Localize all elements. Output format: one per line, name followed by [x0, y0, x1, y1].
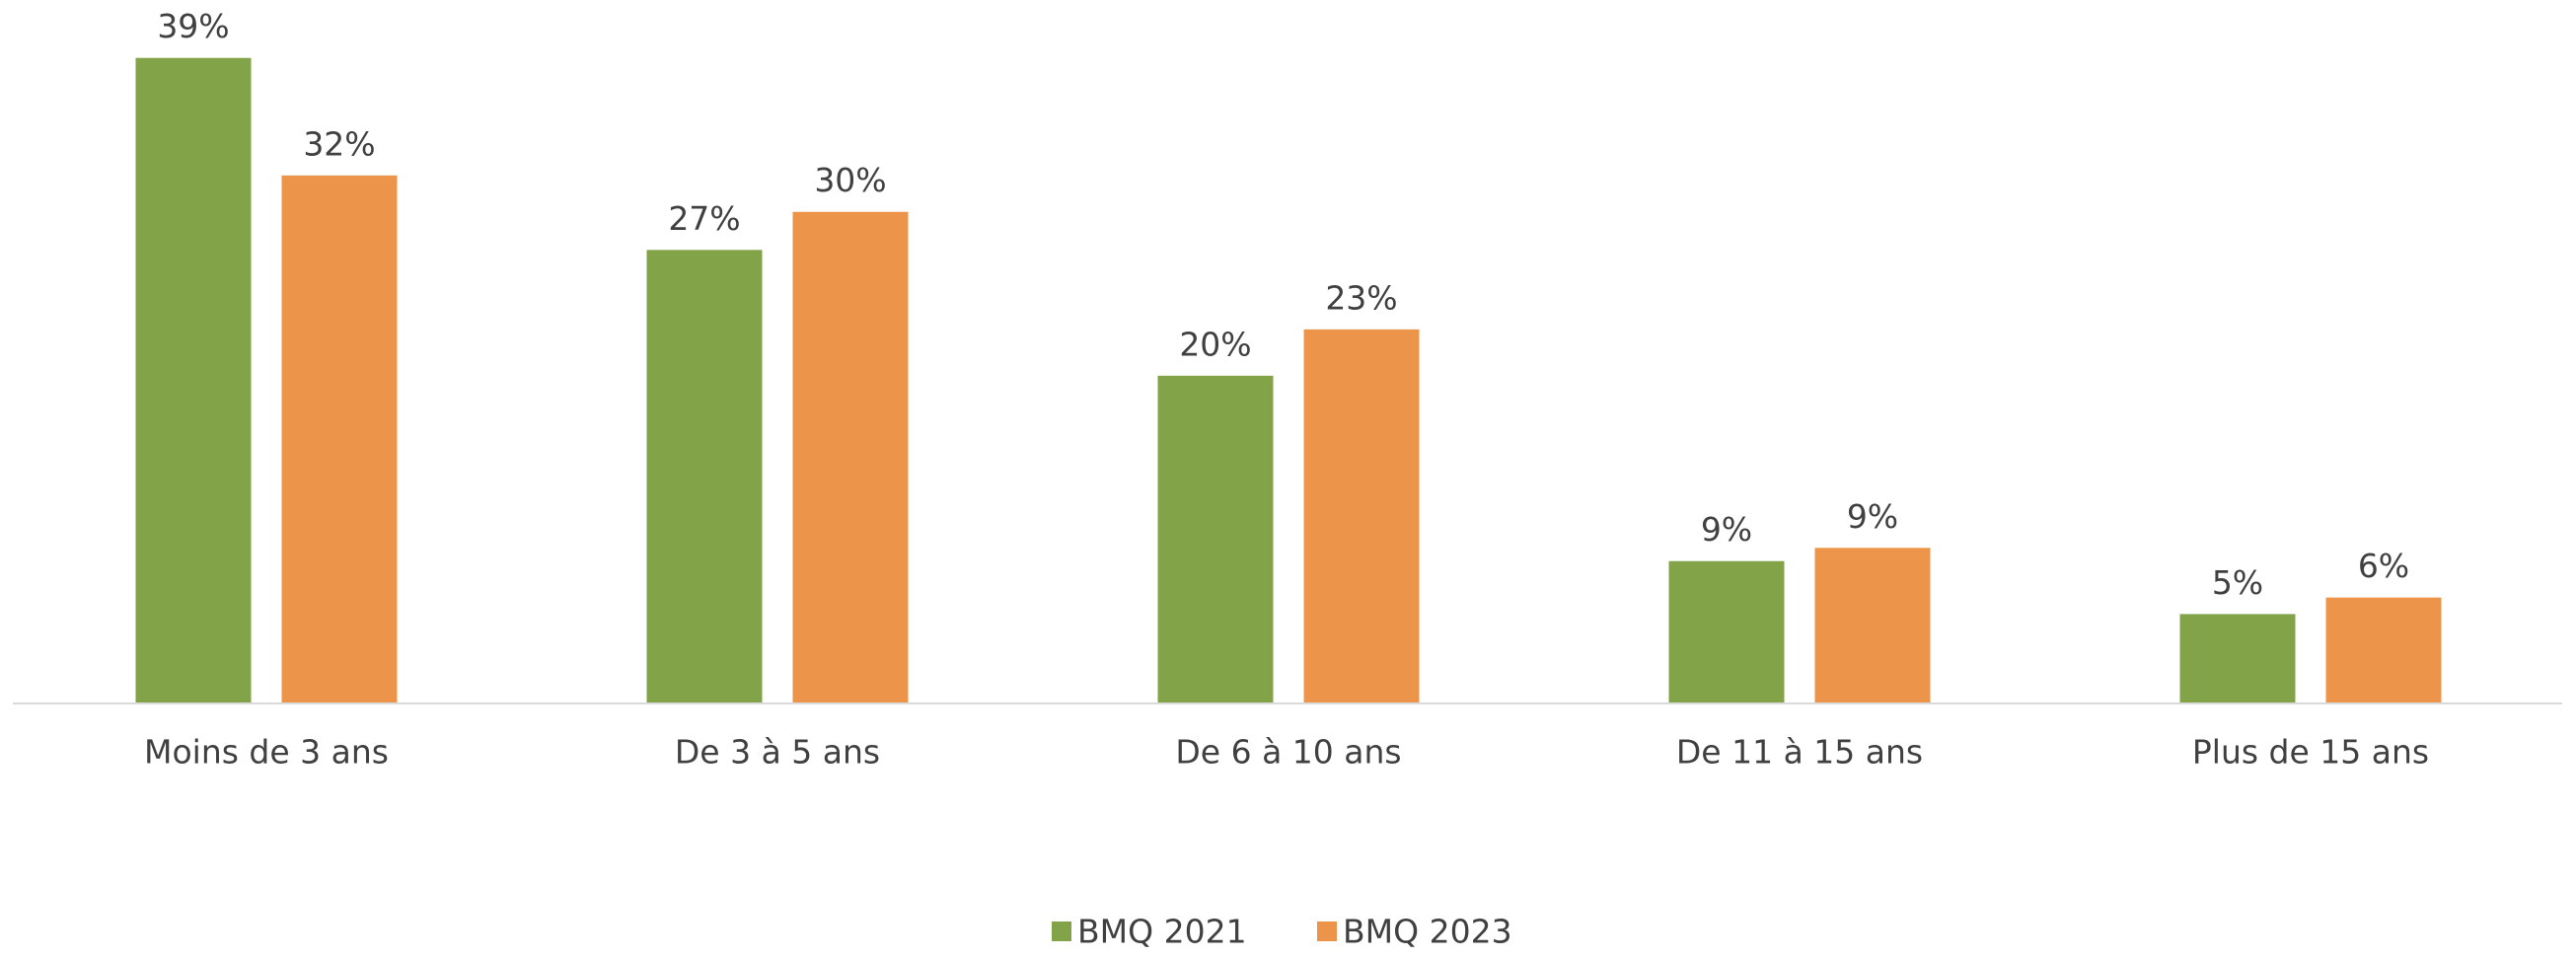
bar — [1303, 329, 1420, 703]
x-tick-label: De 3 à 5 ans — [675, 733, 880, 772]
x-tick-label: Moins de 3 ans — [144, 733, 389, 772]
legend-label: BMQ 2023 — [1343, 913, 1512, 951]
value-label: 32% — [303, 124, 375, 163]
bar — [135, 57, 252, 703]
bar — [792, 211, 909, 703]
bar — [2179, 614, 2296, 703]
value-label: 20% — [1179, 325, 1251, 363]
bar — [646, 250, 763, 703]
bar — [2325, 597, 2442, 703]
x-tick-label: Plus de 15 ans — [2192, 733, 2429, 772]
value-label: 30% — [814, 161, 886, 199]
value-label: 6% — [2358, 547, 2409, 585]
x-tick-label: De 6 à 10 ans — [1175, 733, 1401, 772]
value-label: 9% — [1847, 497, 1898, 536]
value-label: 23% — [1325, 278, 1397, 317]
bar — [1157, 375, 1274, 703]
legend-label: BMQ 2021 — [1077, 913, 1247, 951]
bar — [1814, 548, 1931, 703]
bar — [1668, 560, 1785, 703]
x-tick-label: De 11 à 15 ans — [1676, 733, 1923, 772]
legend-swatch — [1052, 921, 1071, 941]
value-label: 5% — [2212, 563, 2263, 602]
legend-swatch — [1317, 921, 1337, 941]
value-label: 9% — [1701, 510, 1752, 549]
bar — [281, 175, 398, 704]
value-label: 39% — [157, 7, 229, 45]
value-label: 27% — [668, 199, 740, 238]
